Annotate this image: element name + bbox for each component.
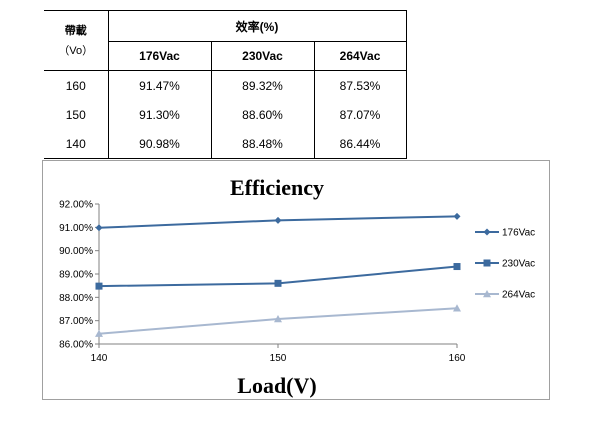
value-cell: 87.07% — [313, 100, 407, 129]
data-point-diamond — [274, 216, 282, 224]
data-point-square — [453, 263, 461, 271]
efficiency-table: 帶載 （Vo） 效率(%) 176Vac 230Vac 264Vac 160 9… — [44, 10, 407, 159]
load-cell: 150 — [44, 100, 109, 129]
y-tick-label: 89.00% — [59, 270, 93, 281]
series-264Vac — [95, 304, 461, 337]
y-tick-label: 87.00% — [59, 316, 93, 327]
legend-label: 176Vac — [502, 228, 535, 239]
legend: 176Vac 230Vac 264Vac — [475, 228, 535, 301]
data-point-square — [95, 282, 103, 290]
efficiency-header: 效率(%) — [107, 10, 407, 42]
series-230Vac — [95, 263, 461, 290]
data-point-diamond — [483, 228, 491, 236]
data-point-diamond — [95, 224, 103, 232]
x-tick-label: 150 — [270, 353, 287, 364]
legend-label: 230Vac — [502, 259, 535, 270]
value-cell: 91.47% — [107, 70, 212, 100]
series-layer — [95, 212, 461, 337]
value-cell: 86.44% — [313, 129, 407, 159]
data-point-triangle — [483, 290, 491, 298]
chart-title: Efficiency — [230, 175, 324, 200]
efficiency-chart: Efficiency Load(V) 86.00% 87.00% 88.00% 89.… — [42, 160, 550, 400]
load-header: 帶載 — [64, 24, 87, 37]
chart-canvas: Efficiency Load(V) 86.00% 87.00% 88.00% 89.… — [59, 175, 535, 398]
value-cell: 88.48% — [210, 129, 315, 159]
data-point-triangle — [274, 315, 282, 323]
table-row: 140 90.98% 88.48% 86.44% — [44, 129, 407, 159]
value-cell: 90.98% — [107, 129, 212, 159]
series-176Vac — [95, 212, 461, 232]
load-unit: （Vo） — [58, 44, 94, 57]
data-point-diamond — [453, 212, 461, 220]
legend-label: 264Vac — [502, 290, 535, 301]
y-tick-label: 86.00% — [59, 340, 93, 351]
value-cell: 89.32% — [210, 70, 315, 100]
table-row: 150 91.30% 88.60% 87.07% — [44, 100, 407, 129]
column-header: 176Vac — [107, 41, 212, 71]
value-cell: 88.60% — [210, 100, 315, 129]
y-tick-label: 91.00% — [59, 223, 93, 234]
load-cell: 160 — [44, 70, 109, 100]
data-point-square — [483, 259, 491, 267]
data-point-square — [274, 279, 282, 287]
data-point-triangle — [453, 304, 461, 312]
y-tick-label: 92.00% — [59, 200, 93, 211]
legend-item-176Vac: 176Vac — [475, 228, 535, 239]
x-tick-label: 140 — [91, 353, 108, 364]
column-header: 264Vac — [313, 41, 407, 71]
x-tick-label: 160 — [449, 353, 466, 364]
load-cell: 140 — [44, 129, 109, 159]
legend-item-230Vac: 230Vac — [475, 259, 535, 270]
data-point-triangle — [95, 329, 103, 337]
axes: 86.00% 87.00% 88.00% 89.00% 90.00% 91.00% 92.0… — [59, 200, 466, 365]
value-cell: 91.30% — [107, 100, 212, 129]
x-axis-label: Load(V) — [237, 373, 316, 398]
value-cell: 87.53% — [313, 70, 407, 100]
column-header: 230Vac — [210, 41, 315, 71]
legend-item-264Vac: 264Vac — [475, 290, 535, 301]
y-tick-label: 88.00% — [59, 293, 93, 304]
table-row: 160 91.47% 89.32% 87.53% — [44, 70, 407, 100]
y-tick-label: 90.00% — [59, 246, 93, 257]
load-header-cell: 帶載 （Vo） — [44, 10, 109, 71]
